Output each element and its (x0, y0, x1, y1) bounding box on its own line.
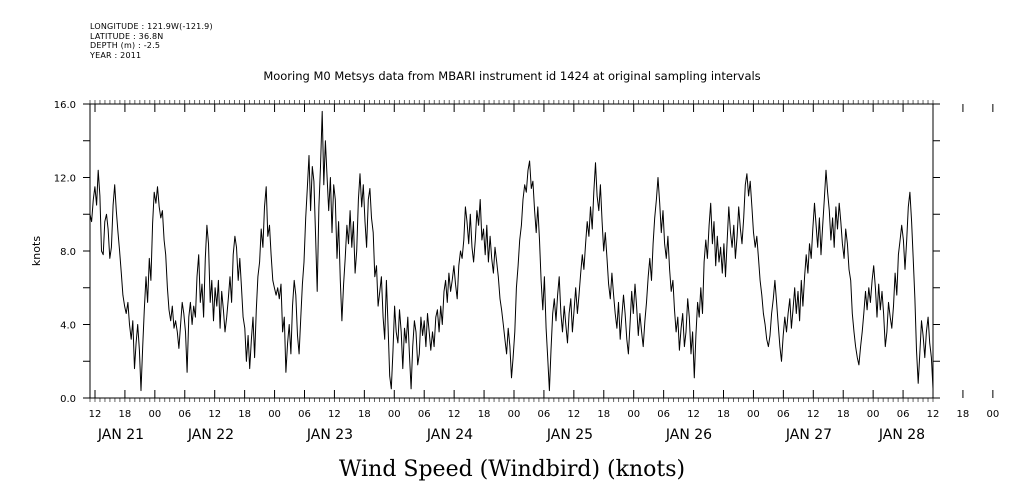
y-tick-label: 0.0 (60, 394, 76, 405)
x-axis: 12 18 00 06 12 18 00 06 12 18 00 06 12 18 00 06 12 18 00 06… (89, 104, 999, 443)
plot-frame (89, 103, 934, 399)
y-tick-label: 8.0 (60, 247, 76, 258)
x-hour-label: 12 (687, 409, 700, 420)
x-hour-label: 00 (627, 409, 640, 420)
x-date-label: JAN 28 (878, 427, 925, 443)
y-axis-label: knots (30, 236, 43, 266)
x-hour-label: 12 (328, 409, 341, 420)
year-text: YEAR : 2011 (90, 50, 142, 60)
x-hour-label: 00 (268, 409, 281, 420)
x-hour-label: 18 (597, 409, 610, 420)
x-date-label: JAN 22 (187, 427, 234, 443)
mooring-metadata: LONGITUDE : 121.9W(-121.9) LATITUDE : 36… (90, 22, 213, 60)
x-date-label: JAN 25 (546, 427, 593, 443)
x-hour-label: 06 (178, 409, 191, 420)
wind-speed-series-line (89, 110, 934, 392)
x-date-label: JAN 21 (97, 427, 144, 443)
x-hour-label: 06 (657, 409, 670, 420)
x-date-label: JAN 27 (785, 427, 832, 443)
y-axis: 0.0 4.0 8.0 12.0 16.0 (54, 100, 940, 405)
x-hour-label: 18 (358, 409, 371, 420)
x-hour-label: 00 (867, 409, 880, 420)
x-hour-label: 18 (478, 409, 491, 420)
x-hour-label: 18 (717, 409, 730, 420)
x-hour-label: 12 (89, 409, 102, 420)
chart-title: Mooring M0 Metsys data from MBARI instru… (263, 69, 760, 83)
x-hour-label: 00 (388, 409, 401, 420)
x-hour-label: 18 (837, 409, 850, 420)
x-hour-label: 00 (148, 409, 161, 420)
x-hour-label: 12 (448, 409, 461, 420)
x-hour-label: 18 (238, 409, 251, 420)
x-hour-label: 12 (807, 409, 820, 420)
x-hour-label: 12 (208, 409, 221, 420)
x-hour-label: 00 (986, 409, 999, 420)
depth-text: DEPTH (m) : -2.5 (90, 41, 161, 50)
latitude-text: LATITUDE : 36.8N (90, 31, 164, 41)
y-tick-label: 16.0 (54, 100, 76, 111)
x-hour-label: 00 (747, 409, 760, 420)
x-hour-label: 00 (508, 409, 521, 420)
y-tick-label: 4.0 (60, 321, 76, 332)
longitude-text: LONGITUDE : 121.9W(-121.9) (90, 22, 213, 31)
x-hour-label: 06 (897, 409, 910, 420)
x-hour-label: 12 (567, 409, 580, 420)
y-tick-label: 12.0 (54, 174, 76, 185)
x-hour-label: 06 (777, 409, 790, 420)
x-hour-label: 18 (119, 409, 132, 420)
minor-ticks (89, 100, 934, 402)
x-date-label: JAN 26 (665, 427, 712, 443)
x-hour-label: 12 (927, 409, 940, 420)
x-date-label: JAN 24 (426, 427, 473, 443)
x-hour-label: 18 (957, 409, 970, 420)
x-hour-label: 06 (538, 409, 551, 420)
x-hour-label: 06 (298, 409, 311, 420)
x-hour-label: 06 (418, 409, 431, 420)
x-axis-label: Wind Speed (Windbird) (knots) (339, 457, 685, 482)
x-date-label: JAN 23 (306, 427, 353, 443)
